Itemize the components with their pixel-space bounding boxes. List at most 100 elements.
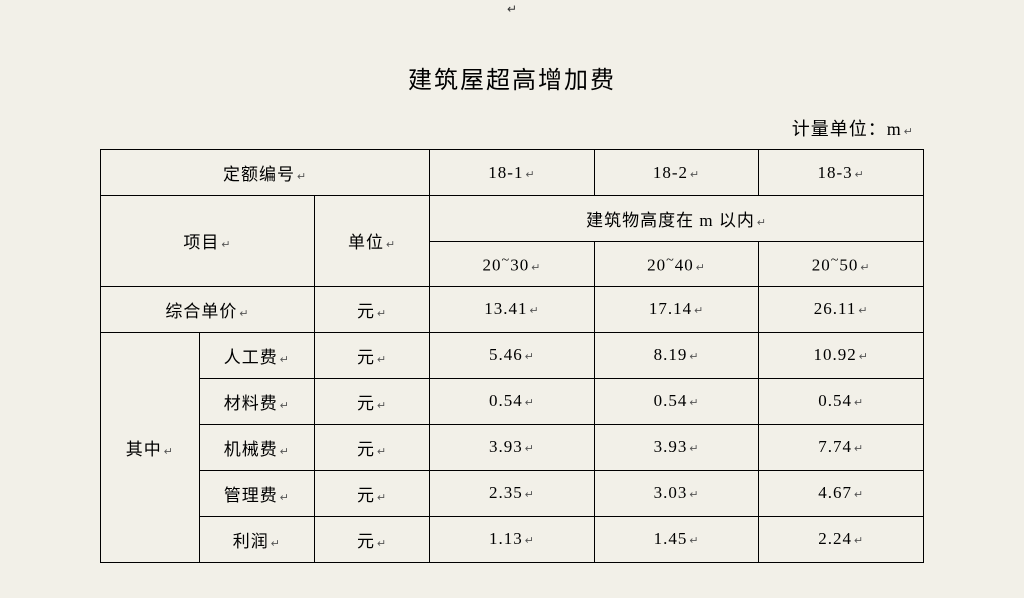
paragraph-mark-icon: ↵: [694, 304, 704, 317]
paragraph-mark-icon: ↵: [377, 307, 387, 320]
paragraph-mark-icon: ↵: [854, 442, 864, 455]
breakdown-row-name: 材料费↵: [199, 378, 314, 424]
cell-text: 18-2: [653, 163, 688, 182]
breakdown-value: 0.54↵: [594, 378, 759, 424]
cell-text: 项目: [183, 233, 219, 252]
paragraph-mark-icon: ↵: [377, 353, 387, 366]
breakdown-value: 2.35↵: [430, 470, 595, 516]
breakdown-value: 0.54↵: [759, 378, 924, 424]
header-range-1: 20~30↵: [430, 242, 595, 287]
cell-text: 建筑物高度在 m 以内: [586, 211, 755, 230]
cell-text: 3.93: [489, 437, 523, 456]
tilde-mark: ~: [666, 252, 675, 268]
cell-text: 7.74: [818, 437, 852, 456]
composite-label: 综合单价↵: [101, 286, 315, 332]
paragraph-mark-icon: ↵: [530, 304, 540, 317]
paragraph-mark-icon: ↵: [525, 488, 535, 501]
cell-text: 18-1: [488, 163, 523, 182]
range-suffix: 50: [839, 256, 858, 275]
header-code-2: 18-2↵: [594, 150, 759, 196]
breakdown-value: 3.93↵: [594, 424, 759, 470]
paragraph-mark-icon: ↵: [855, 168, 865, 181]
paragraph-mark-icon: ↵: [689, 442, 699, 455]
cell-text: 材料费: [224, 394, 278, 413]
cell-text: 18-3: [817, 163, 852, 182]
breakdown-row-name: 人工费↵: [199, 332, 314, 378]
paragraph-mark-icon: ↵: [377, 399, 387, 412]
table-row: 综合单价↵ 元↵ 13.41↵ 17.14↵ 26.11↵: [101, 286, 924, 332]
table-row: 项目↵ 单位↵ 建筑物高度在 m 以内↵: [101, 196, 924, 242]
paragraph-mark-icon: ↵: [280, 491, 290, 504]
cell-text: 8.19: [654, 345, 688, 364]
paragraph-mark-icon: ↵: [386, 238, 396, 251]
cell-text: 10.92: [813, 345, 856, 364]
paragraph-mark-icon: ↵: [531, 261, 541, 274]
breakdown-value: 4.67↵: [759, 470, 924, 516]
breakdown-value: 1.45↵: [594, 516, 759, 562]
header-height-group: 建筑物高度在 m 以内↵: [430, 196, 924, 242]
breakdown-value: 10.92↵: [759, 332, 924, 378]
document-page: 建筑屋超高增加费 计量单位：m↵ 定额编号↵ 18-1↵ 18-2↵ 18-3↵: [0, 0, 1024, 583]
range-suffix: 30: [510, 256, 529, 275]
paragraph-mark-icon: ↵: [377, 537, 387, 550]
breakdown-row-unit: 元↵: [314, 424, 429, 470]
paragraph-mark-icon: ↵: [690, 168, 700, 181]
paragraph-mark-icon: ↵: [221, 238, 231, 251]
breakdown-value: 7.74↵: [759, 424, 924, 470]
breakdown-value: 3.93↵: [430, 424, 595, 470]
paragraph-mark-icon: ↵: [854, 488, 864, 501]
paragraph-mark-icon: ↵: [525, 534, 535, 547]
header-range-3: 20~50↵: [759, 242, 924, 287]
breakdown-value: 8.19↵: [594, 332, 759, 378]
cell-text: 0.54: [489, 391, 523, 410]
title-text: 建筑屋超高增加费: [408, 68, 616, 94]
paragraph-mark-icon: ↵: [280, 399, 290, 412]
composite-unit: 元↵: [314, 286, 429, 332]
breakdown-row-name: 机械费↵: [199, 424, 314, 470]
cell-text: 元: [357, 440, 375, 459]
header-project: 项目↵: [101, 196, 315, 287]
cell-text: 定额编号: [223, 165, 295, 184]
paragraph-mark-icon: ↵: [689, 396, 699, 409]
paragraph-mark-icon: ↵: [280, 445, 290, 458]
table-row: 机械费↵ 元↵ 3.93↵ 3.93↵ 7.74↵: [101, 424, 924, 470]
paragraph-mark-icon: ↵: [271, 537, 281, 550]
cell-text: 机械费: [224, 440, 278, 459]
cell-text: 元: [357, 302, 375, 321]
table-row: 其中↵ 人工费↵ 元↵ 5.46↵ 8.19↵ 10.92↵: [101, 332, 924, 378]
paragraph-mark-icon: ↵: [525, 442, 535, 455]
header-code-3: 18-3↵: [759, 150, 924, 196]
paragraph-mark-icon: ↵: [525, 396, 535, 409]
paragraph-mark-icon: ↵: [525, 168, 535, 181]
header-range-2: 20~40↵: [594, 242, 759, 287]
breakdown-row-unit: 元↵: [314, 470, 429, 516]
cell-text: 元: [357, 486, 375, 505]
paragraph-mark-icon: ↵: [854, 396, 864, 409]
paragraph-mark-icon: ↵: [239, 307, 249, 320]
table-row: 管理费↵ 元↵ 2.35↵ 3.03↵ 4.67↵: [101, 470, 924, 516]
cell-text: 26.11: [814, 299, 857, 318]
paragraph-mark-icon: ↵: [297, 170, 307, 183]
paragraph-mark-icon: ↵: [858, 304, 868, 317]
breakdown-row-name: 利润↵: [199, 516, 314, 562]
header-quota-number: 定额编号↵: [101, 150, 430, 196]
breakdown-value: 2.24↵: [759, 516, 924, 562]
cell-text: 人工费: [224, 348, 278, 367]
paragraph-mark-icon: ↵: [164, 445, 174, 458]
cell-text: 单位: [348, 233, 384, 252]
paragraph-mark-icon: ↵: [689, 488, 699, 501]
breakdown-value: 0.54↵: [430, 378, 595, 424]
breakdown-row-unit: 元↵: [314, 516, 429, 562]
breakdown-row-unit: 元↵: [314, 378, 429, 424]
table-row: 材料费↵ 元↵ 0.54↵ 0.54↵ 0.54↵: [101, 378, 924, 424]
breakdown-label: 其中↵: [101, 332, 200, 562]
composite-value-3: 26.11↵: [759, 286, 924, 332]
header-unit: 单位↵: [314, 196, 429, 287]
breakdown-value: 1.13↵: [430, 516, 595, 562]
cell-text: 2.24: [818, 529, 852, 548]
breakdown-row-name: 管理费↵: [199, 470, 314, 516]
cell-text: 17.14: [649, 299, 692, 318]
paragraph-mark-icon: ↵: [696, 261, 706, 274]
paragraph-marker-top: ↵: [507, 2, 517, 17]
composite-value-2: 17.14↵: [594, 286, 759, 332]
